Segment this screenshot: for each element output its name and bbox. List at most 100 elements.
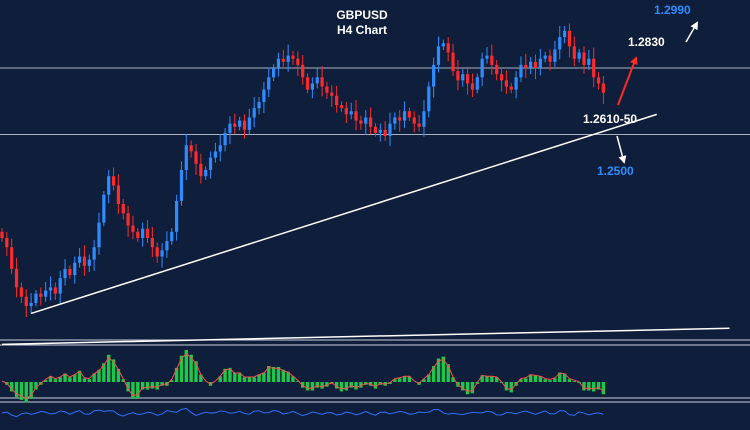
candle-body bbox=[514, 77, 518, 90]
candle-body bbox=[301, 64, 305, 78]
candle-body bbox=[19, 287, 23, 297]
candle-body bbox=[296, 58, 300, 65]
candle-body bbox=[499, 74, 504, 81]
candle-body bbox=[189, 145, 193, 152]
candle-body bbox=[63, 268, 67, 279]
candle-body bbox=[179, 170, 184, 201]
white-down-arrow bbox=[616, 135, 627, 164]
candle-body bbox=[145, 228, 150, 238]
level-label-1-2500: 1.2500 bbox=[597, 164, 634, 178]
candle-body bbox=[601, 83, 605, 93]
candle-body bbox=[107, 176, 111, 195]
candle-body bbox=[383, 129, 387, 136]
candle-body bbox=[412, 117, 416, 124]
candle-body bbox=[310, 83, 314, 90]
candle-body bbox=[335, 95, 339, 106]
rising-support-trendline bbox=[30, 113, 657, 315]
long-term-support-trendline bbox=[1, 327, 730, 346]
signal-line bbox=[1, 353, 604, 400]
candle-body bbox=[344, 108, 348, 115]
trendlines bbox=[1, 113, 730, 346]
candle-body bbox=[111, 176, 116, 186]
candle-body bbox=[257, 102, 261, 109]
candle-body bbox=[78, 256, 82, 263]
candle-body bbox=[48, 287, 53, 291]
candle-body bbox=[121, 204, 125, 214]
histogram-oscillator bbox=[1, 350, 606, 403]
candle-body bbox=[131, 225, 135, 232]
candle-body bbox=[238, 120, 242, 127]
candle-body bbox=[563, 30, 567, 38]
candle-body bbox=[339, 105, 344, 109]
candle-body bbox=[73, 262, 77, 276]
candle-body bbox=[529, 61, 533, 68]
candle-body bbox=[315, 77, 319, 84]
candle-body bbox=[136, 231, 140, 238]
candle-body bbox=[538, 58, 542, 68]
candle-body bbox=[485, 55, 489, 59]
candle-body bbox=[427, 86, 431, 112]
candle-body bbox=[194, 151, 198, 164]
candle-body bbox=[39, 293, 43, 297]
candle-body bbox=[553, 49, 557, 62]
candle-body bbox=[97, 222, 101, 248]
level-label-1-2610-50: 1.2610-50 bbox=[583, 112, 637, 126]
candle-body bbox=[320, 77, 324, 87]
candle-body bbox=[223, 132, 227, 146]
candle-body bbox=[116, 185, 120, 204]
candle-body bbox=[490, 55, 494, 65]
candle-body bbox=[451, 52, 455, 72]
candle-body bbox=[524, 64, 528, 68]
candle-body bbox=[228, 123, 232, 133]
candle-body bbox=[364, 117, 368, 124]
white-breakout-arrow bbox=[685, 21, 699, 43]
candle-body bbox=[577, 52, 581, 59]
level-label-1-2830: 1.2830 bbox=[628, 35, 665, 49]
candle-body bbox=[281, 58, 285, 62]
candle-body bbox=[29, 302, 33, 306]
candle-body bbox=[461, 74, 465, 81]
candle-body bbox=[349, 111, 353, 115]
candle-body bbox=[82, 256, 87, 266]
candle-body bbox=[242, 120, 247, 130]
candle-body bbox=[141, 228, 145, 238]
candle-body bbox=[480, 58, 484, 78]
chart-title: GBPUSD bbox=[336, 8, 388, 22]
candle-body bbox=[325, 86, 329, 93]
pane-separators bbox=[0, 339, 750, 403]
candle-body bbox=[14, 268, 19, 288]
candle-body bbox=[436, 46, 441, 65]
candle-body bbox=[286, 55, 290, 62]
candle-body bbox=[582, 52, 586, 65]
candle-body bbox=[446, 43, 450, 53]
candle-body bbox=[272, 68, 276, 78]
candle-body bbox=[5, 238, 9, 248]
candle-body bbox=[543, 55, 547, 59]
candle-body bbox=[160, 250, 164, 257]
candle-body bbox=[0, 231, 4, 238]
oscillator-line bbox=[1, 407, 604, 418]
candle-body bbox=[596, 77, 601, 84]
candle-body bbox=[388, 123, 392, 136]
candle-body bbox=[267, 77, 271, 90]
candle-body bbox=[24, 296, 28, 306]
candle-body bbox=[373, 126, 378, 133]
candle-body bbox=[92, 247, 96, 260]
candle-body bbox=[398, 117, 402, 121]
candle-body bbox=[44, 290, 48, 297]
candle-body bbox=[247, 117, 251, 130]
candle-body bbox=[402, 111, 407, 121]
candle-body bbox=[466, 74, 470, 84]
candle-body bbox=[262, 89, 266, 102]
candle-body bbox=[359, 120, 363, 124]
candle-body bbox=[58, 278, 62, 294]
candle-body bbox=[470, 83, 475, 90]
candle-body bbox=[509, 86, 513, 90]
candle-body bbox=[369, 117, 373, 127]
candle-body bbox=[558, 37, 562, 50]
candle-body bbox=[354, 111, 358, 121]
candle-body bbox=[330, 92, 334, 96]
candle-body bbox=[165, 241, 169, 251]
